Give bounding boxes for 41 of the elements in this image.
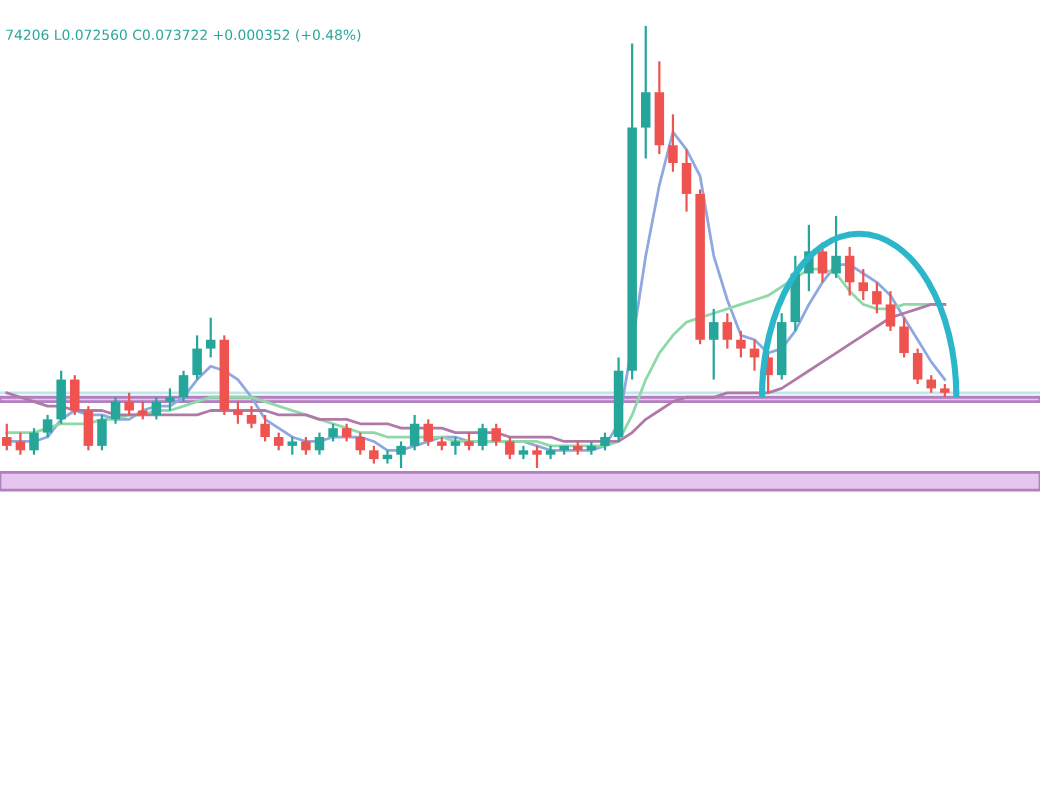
candlestick [668,113,678,173]
candlestick [246,404,257,430]
candlestick [844,245,855,297]
candlestick [97,413,107,452]
candlestick [83,404,94,452]
candlestick [396,440,406,470]
candlestick [505,435,515,461]
candlestick [899,316,909,359]
candlestick [165,387,175,412]
candlestick [192,334,202,381]
candlestick [477,422,488,452]
candlestick [205,316,216,359]
candlestick [355,431,366,456]
candlestick [260,413,270,443]
candlestick [736,329,746,359]
candlestick [151,396,162,421]
candlestick [912,347,923,386]
candlestick [885,290,896,333]
candlestick [56,369,66,425]
candlestick [423,418,433,447]
candlestick [178,369,189,403]
candlestick [409,413,420,452]
candlestick [70,374,80,417]
candlestick [42,413,53,439]
candlestick [2,422,12,452]
candlestick [831,214,841,279]
candlestick [681,148,692,213]
candlestick [532,444,542,470]
candlestick [722,312,733,350]
candlestick [15,431,26,456]
candlestick [640,24,651,160]
candlestick [233,400,243,425]
candlestick [124,391,134,417]
candlestick [29,427,39,456]
candlestick [450,435,461,456]
candlestick [491,422,501,447]
candlestick [314,431,325,456]
candlestick [110,396,121,425]
candlestick [708,307,719,381]
candlestick [858,267,869,302]
candlestick [872,281,882,315]
